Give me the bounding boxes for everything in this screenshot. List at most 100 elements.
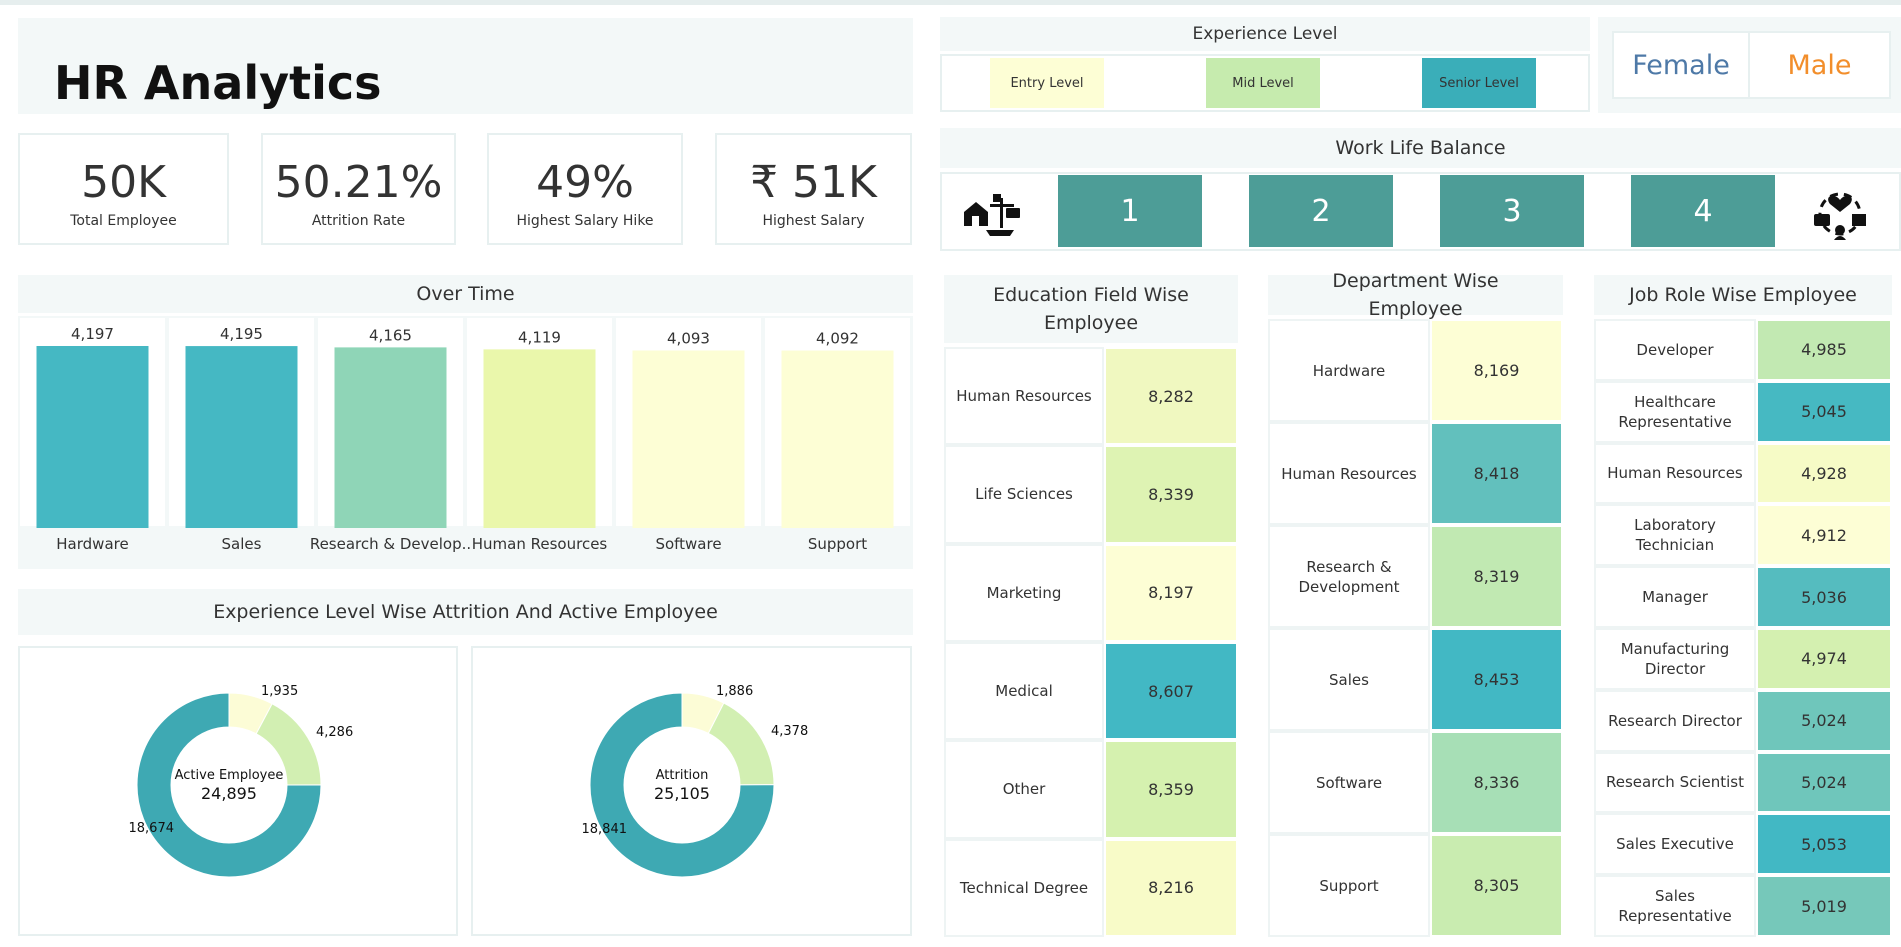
female-label: Female	[1632, 49, 1730, 81]
donut-slice[interactable]	[589, 692, 775, 878]
bar-value-label: 4,197	[71, 325, 114, 343]
table-row-value[interactable]: 8,359	[1104, 740, 1238, 839]
over-time-title-text: Over Time	[416, 283, 515, 305]
table-row-value[interactable]: 8,197	[1104, 543, 1238, 642]
table-row-label: Other	[944, 740, 1104, 839]
senior-level-button[interactable]: Senior Level	[1422, 58, 1536, 108]
table-row-label: Laboratory Technician	[1594, 504, 1756, 567]
kpi-label: Total Employee	[70, 213, 177, 229]
donut-slice[interactable]	[707, 702, 775, 786]
experience-level-title-text: Experience Level	[1192, 24, 1338, 44]
donut-slice[interactable]	[136, 692, 322, 878]
table-row-value[interactable]: 8,607	[1104, 642, 1238, 741]
bar[interactable]	[36, 346, 149, 528]
table-row-value[interactable]: 5,024	[1756, 689, 1892, 752]
table-row-label: Medical	[944, 642, 1104, 741]
bar-category-label: Hardware	[56, 535, 128, 553]
table-row-label: Marketing	[944, 543, 1104, 642]
table-row-label: Developer	[1594, 319, 1756, 381]
job-role-table: Job Role Wise Employee Developer 4,985 Heal…	[1594, 275, 1892, 937]
donut-slice-label: 1,886	[716, 684, 753, 699]
table-row-label: Life Sciences	[944, 445, 1104, 544]
female-button[interactable]: Female	[1614, 33, 1750, 97]
table-row-value[interactable]: 5,045	[1756, 380, 1892, 443]
table-row-label: Research Director	[1594, 689, 1756, 752]
over-time-bar-chart: 4,197 Hardware 4,195 Sales 4,165 Research & D…	[20, 318, 910, 553]
table-title: Department Wise Employee	[1268, 270, 1563, 320]
entry-level-button[interactable]: Entry Level	[990, 58, 1104, 108]
life-balance-icon	[1812, 186, 1868, 242]
work-life-balance-2-button[interactable]: 2	[1249, 175, 1393, 247]
experience-level-title: Experience Level	[940, 17, 1590, 51]
table-row-value[interactable]: 4,985	[1756, 319, 1892, 381]
bar-value-label: 4,195	[220, 325, 263, 343]
work-life-balance-1-button[interactable]: 1	[1058, 175, 1202, 247]
active-employee-donut-panel: 1,935 4,286 18,674 Active Employee 24,895	[18, 646, 458, 936]
senior-level-label: Senior Level	[1439, 75, 1519, 91]
table-row-value[interactable]: 8,305	[1430, 834, 1563, 937]
table-row-value[interactable]: 8,336	[1430, 731, 1563, 834]
table-row-value[interactable]: 4,974	[1756, 628, 1892, 690]
work-balance-icon	[962, 190, 1022, 238]
donut-slice-label: 18,674	[129, 821, 175, 836]
kpi-highest-salary-hike: 49% Highest Salary Hike	[487, 133, 683, 245]
table-row-label: Sales Representative	[1594, 875, 1756, 937]
bar-category-label: Research & Develop..	[310, 535, 471, 553]
bar[interactable]	[334, 347, 447, 528]
table-title: Job Role Wise Employee	[1594, 275, 1892, 315]
male-button[interactable]: Male	[1750, 33, 1889, 97]
title-panel: HR Analytics	[18, 18, 913, 114]
kpi-value: 50K	[81, 157, 166, 208]
work-life-balance-3-button[interactable]: 3	[1440, 175, 1584, 247]
bar-value-label: 4,165	[369, 326, 412, 344]
mid-level-button[interactable]: Mid Level	[1206, 58, 1320, 108]
work-life-balance-title-text: Work Life Balance	[1335, 137, 1506, 159]
work-life-balance-4-button[interactable]: 4	[1631, 175, 1775, 247]
donut-center-value: 25,105	[654, 784, 710, 803]
table-row-value[interactable]: 8,453	[1430, 628, 1563, 731]
bar-value-label: 4,119	[518, 328, 561, 346]
over-time-title: Over Time	[18, 275, 913, 313]
table-row-value[interactable]: 8,282	[1104, 347, 1238, 446]
table-row-label: Human Resources	[1594, 442, 1756, 505]
kpi-highest-salary: ₹ 51K Highest Salary	[715, 133, 912, 245]
donut-center-label: Active Employee	[175, 768, 284, 783]
donut-slice-label: 18,841	[582, 822, 628, 837]
male-label: Male	[1787, 49, 1852, 81]
table-row-label: Healthcare Representative	[1594, 380, 1756, 443]
bar[interactable]	[483, 349, 596, 528]
bar[interactable]	[781, 350, 894, 528]
table-row-label: Manufacturing Director	[1594, 628, 1756, 690]
bar-category-label: Human Resources	[472, 535, 608, 553]
table-row-value[interactable]: 8,418	[1430, 422, 1563, 525]
table-row-label: Manager	[1594, 566, 1756, 628]
bar[interactable]	[185, 346, 298, 528]
table-row-value[interactable]: 5,024	[1756, 751, 1892, 814]
table-row-value[interactable]: 4,912	[1756, 504, 1892, 567]
table-row-value[interactable]: 4,928	[1756, 442, 1892, 505]
education-field-table: Education Field Wise Employee Human Resou…	[944, 275, 1238, 937]
table-row-value[interactable]: 5,036	[1756, 566, 1892, 628]
table-row-value[interactable]: 5,053	[1756, 813, 1892, 876]
table-row-label: Support	[1268, 834, 1430, 937]
kpi-total-employee: 50K Total Employee	[18, 133, 229, 245]
table-row-value[interactable]: 8,339	[1104, 445, 1238, 544]
work-life-balance-title: Work Life Balance	[940, 128, 1901, 168]
bar-category-label: Support	[808, 535, 867, 553]
table-row-value[interactable]: 5,019	[1756, 875, 1892, 937]
table-row-value[interactable]: 8,169	[1430, 319, 1563, 422]
table-row-label: Human Resources	[944, 347, 1104, 446]
experience-attrition-title-text: Experience Level Wise Attrition And Acti…	[213, 601, 718, 623]
table-row-label: Sales Executive	[1594, 813, 1756, 876]
table-row-label: Sales	[1268, 628, 1430, 731]
kpi-value: ₹ 51K	[750, 157, 877, 208]
bar[interactable]	[632, 350, 745, 528]
department-table: Department Wise Employee Hardware 8,169 Hum…	[1268, 270, 1563, 937]
kpi-label: Attrition Rate	[311, 213, 406, 229]
wlb-value: 2	[1311, 193, 1331, 229]
table-row-value[interactable]: 8,319	[1430, 525, 1563, 628]
donut-slice-label: 1,935	[261, 684, 298, 699]
table-row-label: Research & Development	[1268, 525, 1430, 628]
table-row-value[interactable]: 8,216	[1104, 838, 1238, 937]
